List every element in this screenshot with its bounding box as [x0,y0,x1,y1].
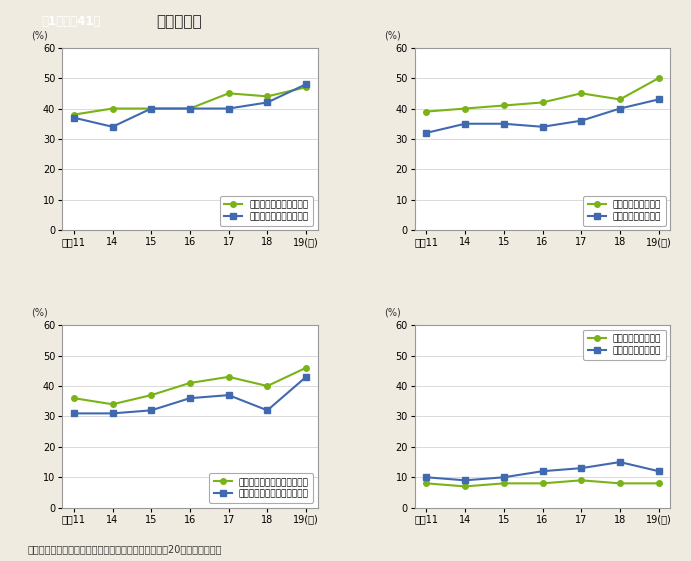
Legend: 長い歴史と伝統（女性）, 長い歴史と伝統（男性）: 長い歴史と伝統（女性）, 長い歴史と伝統（男性） [220,196,313,226]
Legend: すぐれた文化や芸術（女性）, すぐれた文化や芸術（男性）: すぐれた文化や芸術（女性）, すぐれた文化や芸術（男性） [209,473,313,503]
Text: （備考）内閣府「社会意識に関する世論調査」（平成20年）より作成。: （備考）内閣府「社会意識に関する世論調査」（平成20年）より作成。 [28,544,222,554]
Legend: 経済的繁栄（女性）, 経済的繁栄（男性）: 経済的繁栄（女性）, 経済的繁栄（男性） [583,330,665,360]
Text: 第1－特－41図: 第1－特－41図 [41,15,101,28]
Text: (%): (%) [32,308,48,318]
Legend: 美しい自然（女性）, 美しい自然（男性）: 美しい自然（女性）, 美しい自然（男性） [583,196,665,226]
Text: 日本の誇り: 日本の誇り [156,14,202,29]
Text: (%): (%) [384,308,401,318]
Text: (%): (%) [32,30,48,40]
Text: (%): (%) [384,30,401,40]
